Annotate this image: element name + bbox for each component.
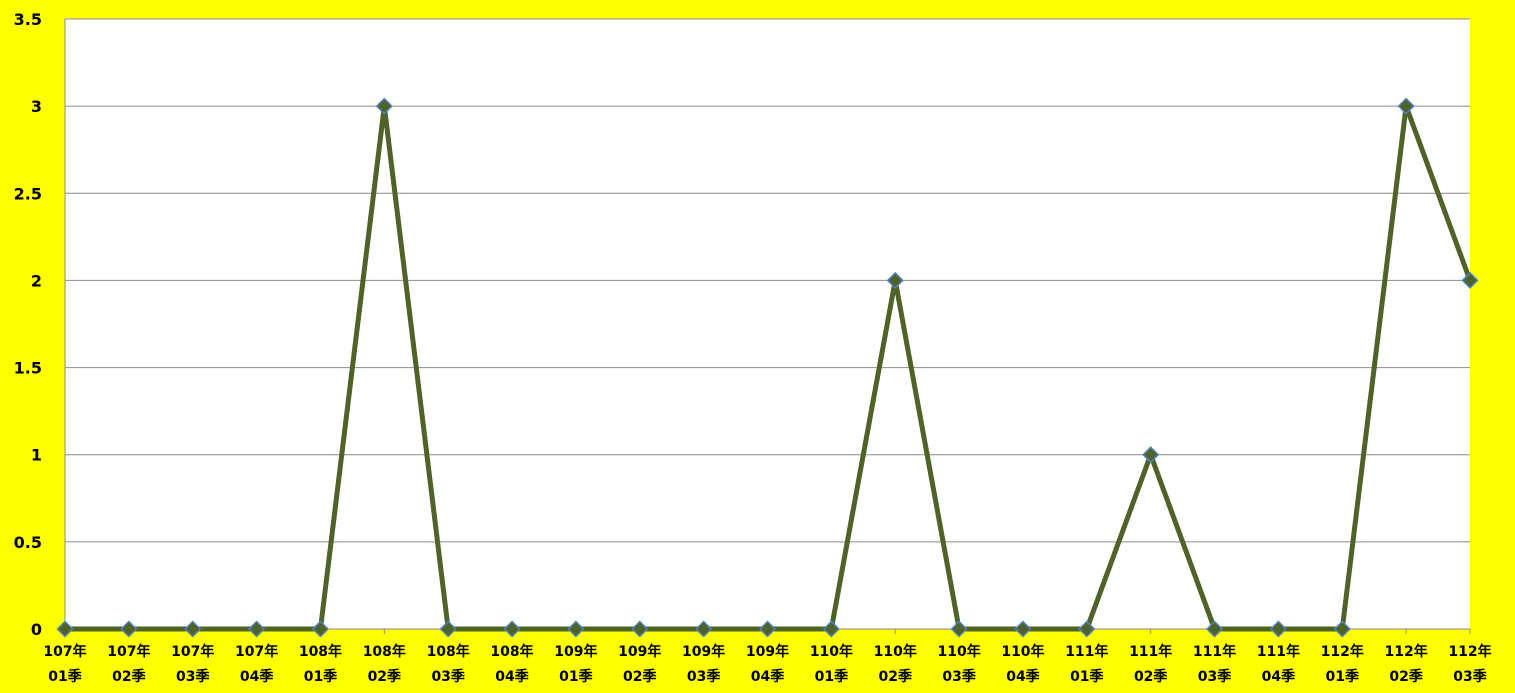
x-tick-label: 03季 <box>687 668 720 685</box>
data-point-marker <box>1078 620 1096 638</box>
x-tick-label: 110年 <box>937 643 980 660</box>
data-point-marker <box>439 620 457 638</box>
x-tick-label: 109年 <box>682 643 725 660</box>
x-tick-label: 03季 <box>942 668 975 685</box>
x-tick-label: 01季 <box>1326 668 1359 685</box>
x-tick-label: 107年 <box>171 643 214 660</box>
data-point-marker <box>1461 271 1479 289</box>
data-point-marker <box>695 620 713 638</box>
data-point-marker <box>567 620 585 638</box>
x-tick-label: 01季 <box>815 668 848 685</box>
data-point-marker <box>822 620 840 638</box>
x-tick-label: 03季 <box>431 668 464 685</box>
data-point-marker <box>950 620 968 638</box>
x-tick-label: 111年 <box>1065 643 1108 660</box>
series <box>56 97 1479 638</box>
x-tick-label: 110年 <box>874 643 917 660</box>
x-tick-label: 04季 <box>240 668 273 685</box>
data-point-marker <box>375 97 393 115</box>
x-tick-label: 01季 <box>559 668 592 685</box>
y-tick-label: 1.5 <box>14 359 42 378</box>
data-point-marker <box>1014 620 1032 638</box>
y-tick-label: 1 <box>31 446 42 465</box>
x-tick-labels: 107年 01季 107年 02季 107年 03季 107年 04季 108年 01季 108年 0… <box>43 643 1491 685</box>
x-tick-label: 04季 <box>495 668 528 685</box>
data-point-marker <box>120 620 138 638</box>
x-tick-label: 04季 <box>751 668 784 685</box>
data-point-marker <box>248 620 266 638</box>
data-point-marker <box>503 620 521 638</box>
x-tick-label: 107年 <box>43 643 86 660</box>
x-tick-label: 111年 <box>1193 643 1236 660</box>
y-tick-label: 2 <box>31 271 42 290</box>
x-tick-label: 108年 <box>490 643 533 660</box>
data-point-marker <box>1269 620 1287 638</box>
data-point-marker <box>311 620 330 638</box>
y-tick-label: 0 <box>31 620 42 639</box>
x-tick-label: 04季 <box>1006 668 1039 685</box>
x-tick-label: 108年 <box>363 643 406 660</box>
data-point-marker <box>1142 446 1160 464</box>
data-point-marker <box>56 620 74 638</box>
x-tick-label: 01季 <box>1070 668 1103 685</box>
x-tick-label: 107年 <box>107 643 150 660</box>
x-tick-label: 04季 <box>1262 668 1295 685</box>
x-tick-label: 02季 <box>623 668 656 685</box>
x-tick-label: 02季 <box>878 668 911 685</box>
x-tick-label: 01季 <box>304 668 337 685</box>
data-point-marker <box>184 620 202 638</box>
data-point-marker <box>758 620 777 638</box>
x-tick-label: 109年 <box>746 643 789 660</box>
data-point-marker <box>1333 620 1351 638</box>
y-tick-label: 0.5 <box>14 533 42 552</box>
y-tick-label: 3.5 <box>14 10 42 29</box>
plot-area <box>65 19 1470 629</box>
data-point-marker <box>1205 620 1224 638</box>
x-tick-label: 03季 <box>1453 668 1486 685</box>
x-tick-label: 03季 <box>176 668 209 685</box>
x-tick-label: 108年 <box>427 643 470 660</box>
x-tick-label: 111年 <box>1257 643 1300 660</box>
x-tick-label: 112年 <box>1448 643 1491 660</box>
x-tick-label: 02季 <box>1134 668 1167 685</box>
x-tick-label: 111年 <box>1129 643 1172 660</box>
data-point-marker <box>886 271 904 289</box>
x-tick-label: 02季 <box>1389 668 1422 685</box>
x-tick-label: 02季 <box>112 668 145 685</box>
y-tick-label: 2.5 <box>14 184 42 203</box>
y-tick-labels: 0 0.5 1 1.5 2 2.5 3 3.5 <box>14 10 42 639</box>
x-tick-label: 107年 <box>235 643 278 660</box>
x-tick-label: 112年 <box>1321 643 1364 660</box>
data-point-marker <box>631 620 649 638</box>
x-tick-label: 109年 <box>618 643 661 660</box>
gridlines <box>65 18 1470 543</box>
x-tick-label: 108年 <box>299 643 342 660</box>
x-tick-label: 110年 <box>1001 643 1044 660</box>
x-tick-label: 02季 <box>368 668 401 685</box>
x-tick-label: 109年 <box>554 643 597 660</box>
y-tick-label: 3 <box>31 97 42 116</box>
x-tick-label: 01季 <box>48 668 81 685</box>
x-tick-label: 110年 <box>810 643 853 660</box>
x-tick-label: 03季 <box>1198 668 1231 685</box>
x-tick-label: 112年 <box>1385 643 1428 660</box>
data-point-marker <box>1397 97 1415 115</box>
